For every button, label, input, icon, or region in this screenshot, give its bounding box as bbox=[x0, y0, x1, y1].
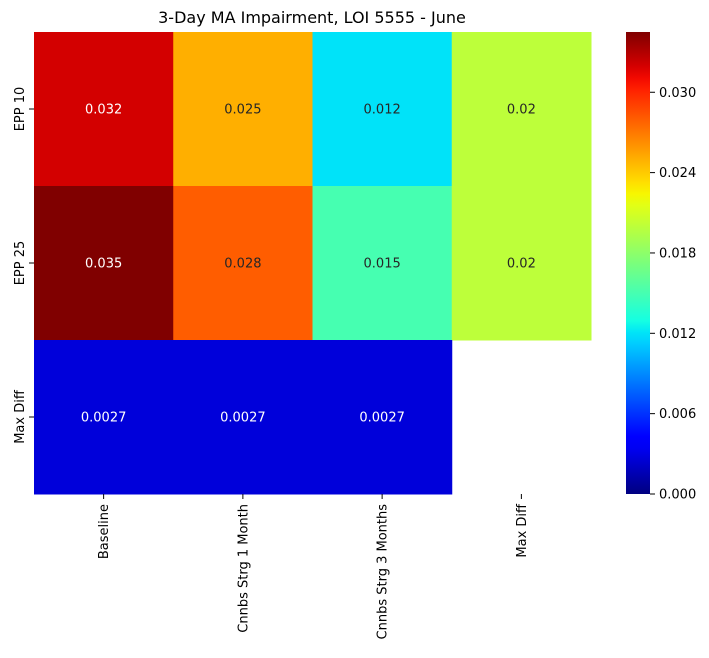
cell-value-label: 0.015 bbox=[364, 257, 401, 272]
colorbar-tick-label: 0.006 bbox=[659, 407, 696, 422]
colorbar-tick-label: 0.012 bbox=[659, 327, 696, 342]
cell-value-label: 0.0027 bbox=[220, 411, 266, 426]
x-tick-label: Cnnbs Strg 1 Month bbox=[236, 504, 251, 633]
cell-value-label: 0.02 bbox=[507, 257, 536, 272]
y-axis-ticks: EPP 10 EPP 25 Max Diff bbox=[13, 87, 34, 444]
colorbar-tick-label: 0.024 bbox=[659, 166, 696, 181]
cell-value-label: 0.035 bbox=[85, 257, 122, 272]
cell-value-label: 0.0027 bbox=[359, 411, 405, 426]
cell-value-label: 0.02 bbox=[507, 103, 536, 118]
cell-value-label: 0.028 bbox=[224, 257, 261, 272]
colorbar-gradient bbox=[626, 32, 650, 494]
y-tick-label: EPP 10 bbox=[13, 87, 28, 132]
colorbar-tick-label: 0.030 bbox=[659, 86, 696, 101]
y-tick-label: Max Diff bbox=[13, 389, 28, 444]
x-tick-label: Cnnbs Strg 3 Months bbox=[376, 504, 391, 640]
x-tick-label: Max Diff bbox=[515, 503, 530, 558]
cell-value-label: 0.012 bbox=[364, 103, 401, 118]
heatmap-cells: 0.032 0.025 0.012 0.02 0.035 0.028 0.015 0.02 0.… bbox=[34, 32, 592, 495]
cell-value-label: 0.025 bbox=[224, 103, 261, 118]
cell-value-label: 0.0027 bbox=[81, 411, 127, 426]
cell-value-label: 0.032 bbox=[85, 103, 122, 118]
chart-title: 3-Day MA Impairment, LOI 5555 - June bbox=[158, 8, 466, 27]
x-axis-ticks: Baseline Cnnbs Strg 1 Month Cnnbs Strg 3 M… bbox=[97, 494, 530, 639]
y-tick-label: EPP 25 bbox=[13, 241, 28, 286]
colorbar: 0.000 0.006 0.012 0.018 0.024 0.030 bbox=[626, 32, 696, 503]
colorbar-tick-label: 0.000 bbox=[659, 488, 696, 503]
colorbar-tick-label: 0.018 bbox=[659, 246, 696, 261]
x-tick-label: Baseline bbox=[97, 504, 112, 559]
